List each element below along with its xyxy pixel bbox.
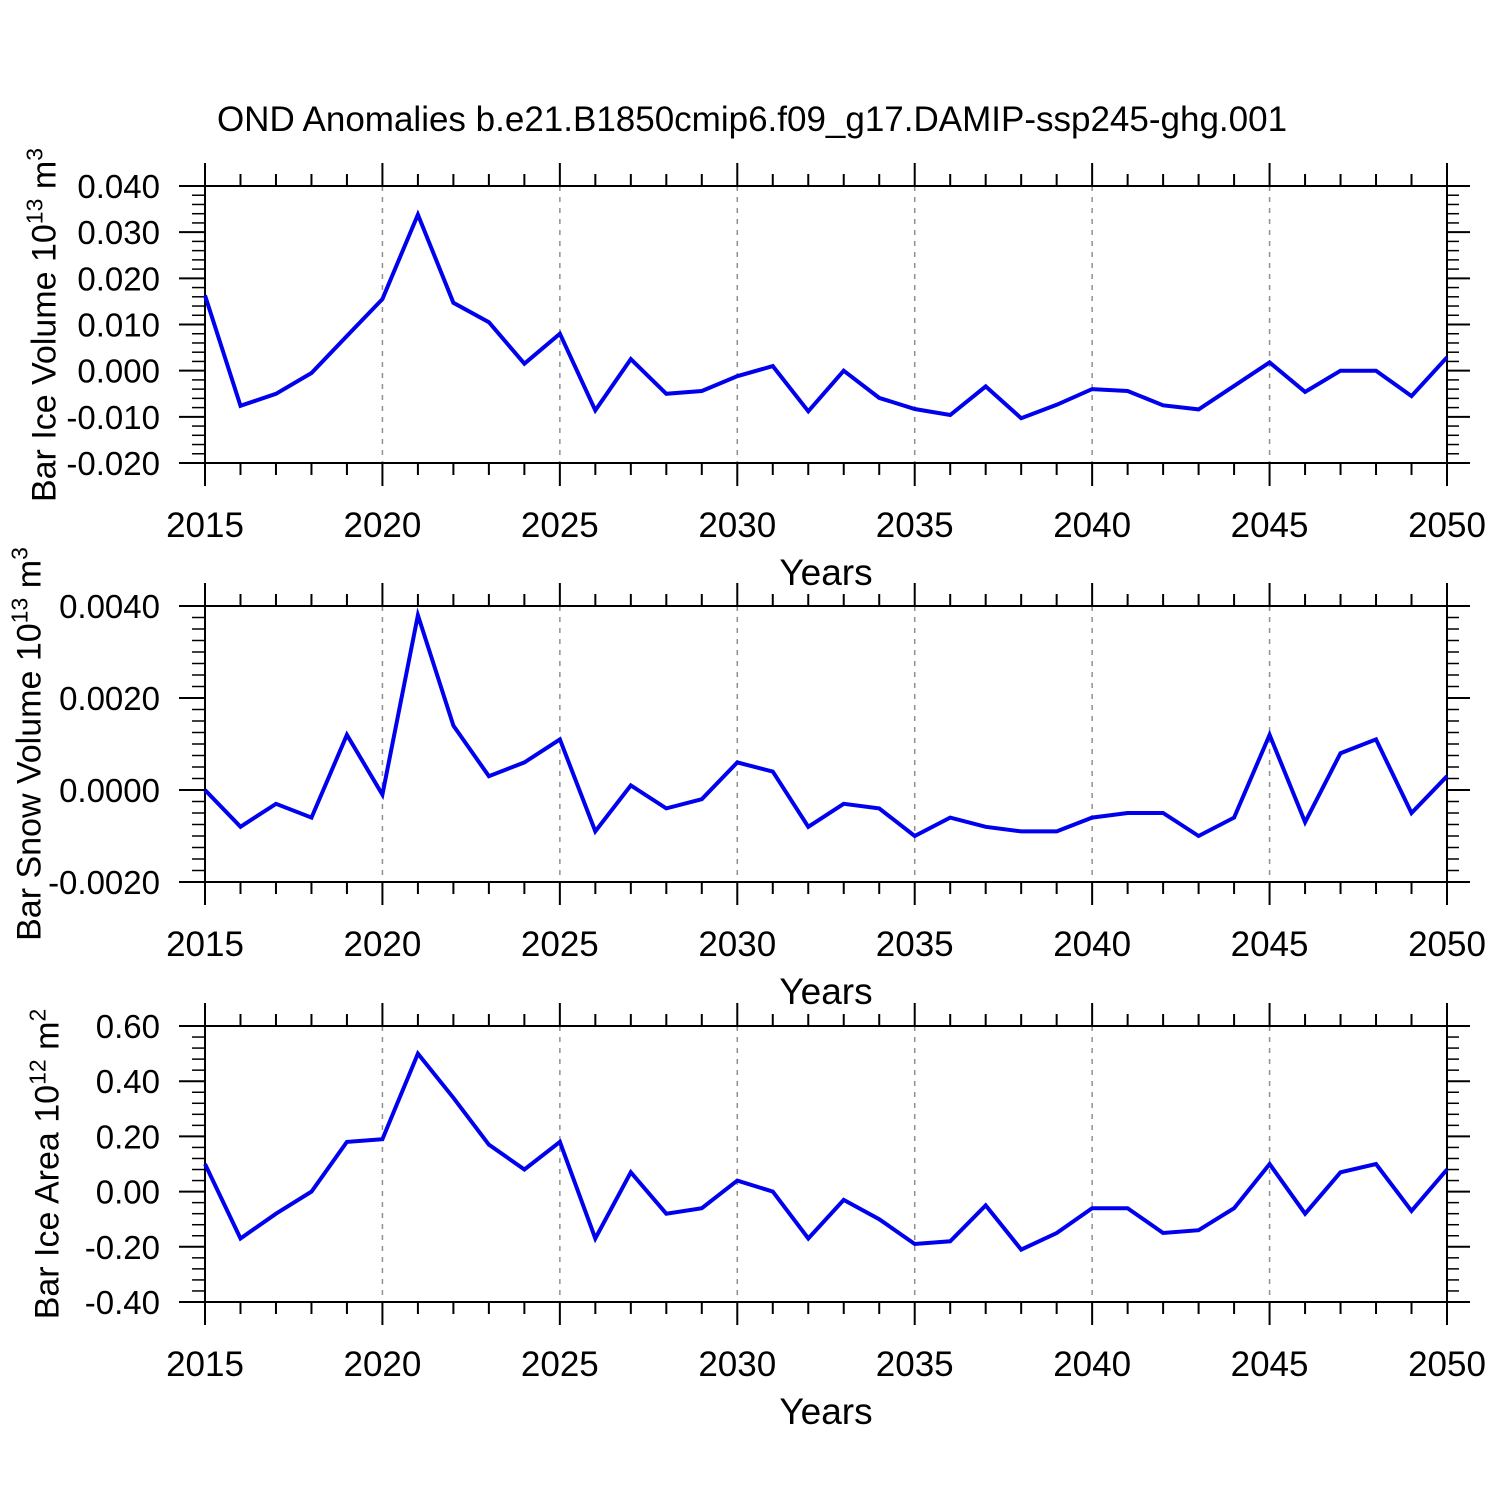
y-tick-label: 0.00 bbox=[96, 1174, 160, 1211]
data-line-panel-1 bbox=[203, 209, 1449, 421]
unit-exponent: 3 bbox=[6, 547, 33, 560]
y-tick-label: -0.010 bbox=[66, 399, 160, 436]
axis-frame bbox=[204, 605, 1448, 883]
x-tick-label: 2015 bbox=[166, 1345, 244, 1384]
y-tick-label: 0.040 bbox=[77, 168, 160, 205]
unit: m bbox=[28, 1021, 67, 1050]
x-tick-label: 2030 bbox=[698, 925, 776, 964]
x-tick-label: 2020 bbox=[343, 506, 421, 545]
x-tick-label: 2040 bbox=[1053, 1345, 1131, 1384]
x-tick-label: 2045 bbox=[1231, 925, 1309, 964]
y-tick-label: -0.0020 bbox=[48, 864, 160, 901]
y-axis-title-text: Bar Snow Volume 10 bbox=[10, 623, 49, 941]
unit-exponent: 3 bbox=[21, 147, 48, 161]
chart-title: OND Anomalies b.e21.B1850cmip6.f09_g17.D… bbox=[216, 100, 1288, 139]
y-tick-label: -0.020 bbox=[66, 445, 160, 482]
x-tick-label: 2030 bbox=[698, 506, 776, 545]
y-tick-label: -0.20 bbox=[85, 1229, 160, 1266]
x-tick-label: 2040 bbox=[1053, 506, 1131, 545]
y-tick-label: 0.0000 bbox=[59, 772, 160, 809]
x-tick-label: 2025 bbox=[521, 925, 599, 964]
x-tick-label: 2015 bbox=[166, 506, 244, 545]
unit: m bbox=[25, 160, 64, 190]
x-tick-label: 2025 bbox=[521, 506, 599, 545]
unit: m bbox=[10, 559, 49, 589]
x-tick-label: 2015 bbox=[166, 925, 244, 964]
axis-frame bbox=[204, 1025, 1448, 1303]
x-tick-label: 2025 bbox=[521, 1345, 599, 1384]
y-axis-title-ice-volume: Bar Ice Volume 1013 m3 bbox=[22, 148, 65, 502]
panel-1: 0.040 0.030 0.020 0.010 0.000 -0.010 -0.020201… bbox=[66, 163, 1486, 545]
y-tick-label: 0.010 bbox=[77, 307, 160, 344]
x-tick-label: 2035 bbox=[876, 506, 954, 545]
x-tick-label: 2050 bbox=[1408, 925, 1486, 964]
x-tick-label: 2020 bbox=[343, 1345, 421, 1384]
exponent: 12 bbox=[24, 1059, 51, 1085]
y-tick-label: 0.020 bbox=[77, 260, 160, 297]
x-tick-label: 2050 bbox=[1408, 1345, 1486, 1384]
x-tick-label: 2040 bbox=[1053, 925, 1131, 964]
x-tick-label: 2045 bbox=[1231, 1345, 1309, 1384]
axis-frame bbox=[204, 185, 1448, 464]
unit-exponent: 2 bbox=[24, 1008, 51, 1022]
y-tick-label: 0.0040 bbox=[59, 588, 160, 625]
y-tick-label: -0.40 bbox=[85, 1284, 160, 1321]
data-line-panel-3 bbox=[203, 1049, 1449, 1253]
x-tick-label: 2050 bbox=[1408, 506, 1486, 545]
x-tick-label: 2035 bbox=[876, 925, 954, 964]
y-tick-label: 0.20 bbox=[96, 1118, 160, 1155]
y-tick-label: 0.40 bbox=[96, 1063, 160, 1100]
x-axis-title: Years bbox=[779, 971, 873, 1012]
exponent: 13 bbox=[21, 198, 48, 225]
y-tick-label: 0.60 bbox=[96, 1008, 160, 1045]
x-tick-label: 2045 bbox=[1231, 506, 1309, 545]
y-axis-title-ice-area: Bar Ice Area 1012 m2 bbox=[25, 1009, 68, 1320]
y-tick-label: 0.000 bbox=[77, 353, 160, 390]
x-tick-label: 2030 bbox=[698, 1345, 776, 1384]
y-axis-title-text: Bar Ice Volume 10 bbox=[25, 224, 64, 503]
y-tick-label: 0.030 bbox=[77, 214, 160, 251]
data-line-panel-2 bbox=[203, 607, 1449, 839]
exponent: 13 bbox=[6, 597, 33, 624]
x-axis-title: Years bbox=[779, 1391, 873, 1432]
y-axis-title-snow-volume: Bar Snow Volume 1013 m3 bbox=[7, 547, 50, 941]
x-tick-label: 2020 bbox=[343, 925, 421, 964]
x-tick-label: 2035 bbox=[876, 1345, 954, 1384]
y-axis-title-text: Bar Ice Area 10 bbox=[28, 1084, 67, 1320]
y-tick-label: 0.0020 bbox=[59, 680, 160, 717]
x-axis-title: Years bbox=[779, 552, 873, 593]
